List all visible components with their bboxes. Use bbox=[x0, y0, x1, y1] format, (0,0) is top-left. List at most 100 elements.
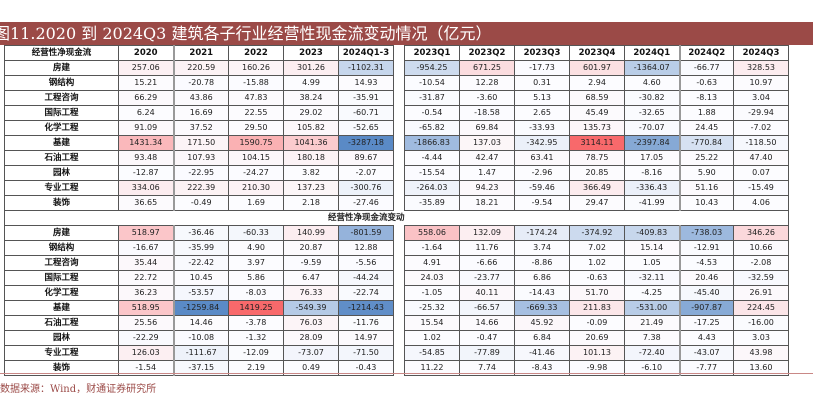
value-cell: -30.82 bbox=[624, 90, 680, 106]
value-cell: -12.09 bbox=[228, 345, 284, 361]
value-cell: 20.46 bbox=[678, 270, 734, 286]
value-cell: 26.91 bbox=[733, 285, 789, 301]
value-cell: -11.76 bbox=[338, 315, 394, 331]
value-cell: -954.25 bbox=[404, 60, 460, 76]
table-row: 基建 518.95 -1259.84 1419.25 -549.39 -1214.43 -2… bbox=[4, 300, 789, 316]
value-cell: -54.85 bbox=[404, 345, 460, 361]
source-note: 数据来源：Wind，财通证券研究所 bbox=[0, 384, 157, 395]
value-cell: -669.33 bbox=[514, 300, 570, 316]
value-cell: 51.70 bbox=[569, 285, 625, 301]
header-year: 2024Q1-3 bbox=[338, 45, 394, 61]
value-cell: -8.16 bbox=[624, 165, 680, 181]
value-cell: -66.77 bbox=[678, 60, 734, 76]
value-cell: 0.31 bbox=[514, 75, 570, 91]
table-row: 装饰 -1.54 -37.15 2.19 0.49 -0.43 11.22 7.74 -8.43… bbox=[4, 360, 789, 376]
value-cell: -2.07 bbox=[338, 165, 394, 181]
value-cell: -1866.83 bbox=[404, 135, 460, 151]
value-cell: 22.55 bbox=[228, 105, 284, 121]
value-cell: 38.24 bbox=[283, 90, 339, 106]
gap-cell bbox=[393, 45, 405, 61]
value-cell: 4.90 bbox=[228, 240, 284, 256]
value-cell: -2.08 bbox=[733, 255, 789, 271]
value-cell: -41.46 bbox=[514, 345, 570, 361]
value-cell: -1259.84 bbox=[172, 300, 229, 316]
value-cell: -0.43 bbox=[338, 360, 394, 376]
gap-cell bbox=[393, 90, 405, 106]
value-cell: 29.47 bbox=[569, 195, 625, 211]
value-cell: 20.87 bbox=[283, 240, 339, 256]
value-cell: 47.40 bbox=[733, 150, 789, 166]
gap-cell bbox=[393, 150, 405, 166]
value-cell: 76.33 bbox=[283, 285, 339, 301]
row-label: 基建 bbox=[4, 300, 119, 316]
section-row: 经营性净现金流变动 bbox=[4, 210, 789, 226]
value-cell: 132.09 bbox=[459, 225, 515, 241]
row-label: 房建 bbox=[4, 60, 119, 76]
value-cell: -41.99 bbox=[624, 195, 680, 211]
value-cell: -14.43 bbox=[514, 285, 570, 301]
table-row: 专业工程 334.06 222.39 210.30 137.23 -300.76 -264.… bbox=[4, 180, 789, 196]
value-cell: 17.05 bbox=[624, 150, 680, 166]
value-cell: -549.39 bbox=[283, 300, 339, 316]
value-cell: -336.43 bbox=[624, 180, 680, 196]
value-cell: 91.09 bbox=[118, 120, 174, 136]
value-cell: 42.47 bbox=[459, 150, 515, 166]
value-cell: -29.94 bbox=[733, 105, 789, 121]
value-cell: -0.63 bbox=[569, 270, 625, 286]
value-cell: 14.97 bbox=[338, 330, 394, 346]
value-cell: 671.25 bbox=[459, 60, 515, 76]
gap-cell bbox=[393, 240, 405, 256]
value-cell: 20.85 bbox=[569, 165, 625, 181]
value-cell: 69.84 bbox=[459, 120, 515, 136]
value-cell: 160.26 bbox=[228, 60, 284, 76]
value-cell: -70.07 bbox=[624, 120, 680, 136]
value-cell: 15.14 bbox=[624, 240, 680, 256]
value-cell: 47.83 bbox=[228, 90, 284, 106]
value-cell: 3.74 bbox=[514, 240, 570, 256]
value-cell: 10.45 bbox=[172, 270, 229, 286]
value-cell: 558.06 bbox=[404, 225, 460, 241]
value-cell: -22.29 bbox=[118, 330, 174, 346]
table-row: 基建 1431.34 171.50 1590.75 1041.36 -3287.18 -18… bbox=[4, 135, 789, 151]
value-cell: 210.30 bbox=[228, 180, 284, 196]
value-cell: 346.26 bbox=[733, 225, 789, 241]
value-cell: -9.98 bbox=[569, 360, 625, 376]
value-cell: -907.87 bbox=[678, 300, 734, 316]
value-cell: -9.59 bbox=[283, 255, 339, 271]
row-label: 钢结构 bbox=[4, 75, 119, 91]
value-cell: -1.32 bbox=[228, 330, 284, 346]
gap-cell bbox=[393, 225, 405, 241]
row-label: 工程咨询 bbox=[4, 255, 119, 271]
value-cell: 2.18 bbox=[283, 195, 339, 211]
table-row: 钢结构 -16.67 -35.99 4.90 20.87 12.88 -1.64 11.76 3… bbox=[4, 240, 789, 256]
value-cell: 43.86 bbox=[172, 90, 229, 106]
row-label: 园林 bbox=[4, 330, 119, 346]
gap-cell bbox=[393, 165, 405, 181]
value-cell: 224.45 bbox=[733, 300, 789, 316]
value-cell: 1431.34 bbox=[118, 135, 174, 151]
value-cell: -7.02 bbox=[733, 120, 789, 136]
value-cell: 36.65 bbox=[118, 195, 174, 211]
value-cell: 4.91 bbox=[404, 255, 460, 271]
value-cell: 18.21 bbox=[459, 195, 515, 211]
value-cell: 36.23 bbox=[118, 285, 174, 301]
value-cell: 25.56 bbox=[118, 315, 174, 331]
value-cell: 29.02 bbox=[283, 105, 339, 121]
value-cell: 107.93 bbox=[172, 150, 229, 166]
section-title: 经营性净现金流变动 bbox=[4, 210, 405, 226]
value-cell: 1.02 bbox=[404, 330, 460, 346]
value-cell: -15.54 bbox=[404, 165, 460, 181]
value-cell: -8.03 bbox=[228, 285, 284, 301]
value-cell: 105.82 bbox=[283, 120, 339, 136]
value-cell: -53.57 bbox=[172, 285, 229, 301]
value-cell: -43.07 bbox=[678, 345, 734, 361]
row-label: 专业工程 bbox=[4, 180, 119, 196]
table-row: 工程咨询 35.44 -22.42 3.97 -9.59 -5.56 4.91 -6.66 -8… bbox=[4, 255, 789, 271]
value-cell: -2.96 bbox=[514, 165, 570, 181]
value-cell: 171.50 bbox=[172, 135, 229, 151]
value-cell: 45.49 bbox=[569, 105, 625, 121]
value-cell: 518.95 bbox=[118, 300, 174, 316]
value-cell: -32.65 bbox=[624, 105, 680, 121]
table-row: 石油工程 25.56 14.46 -3.78 76.03 -11.76 15.54 14.66… bbox=[4, 315, 789, 331]
header-label: 经营性净现金流 bbox=[4, 45, 119, 61]
